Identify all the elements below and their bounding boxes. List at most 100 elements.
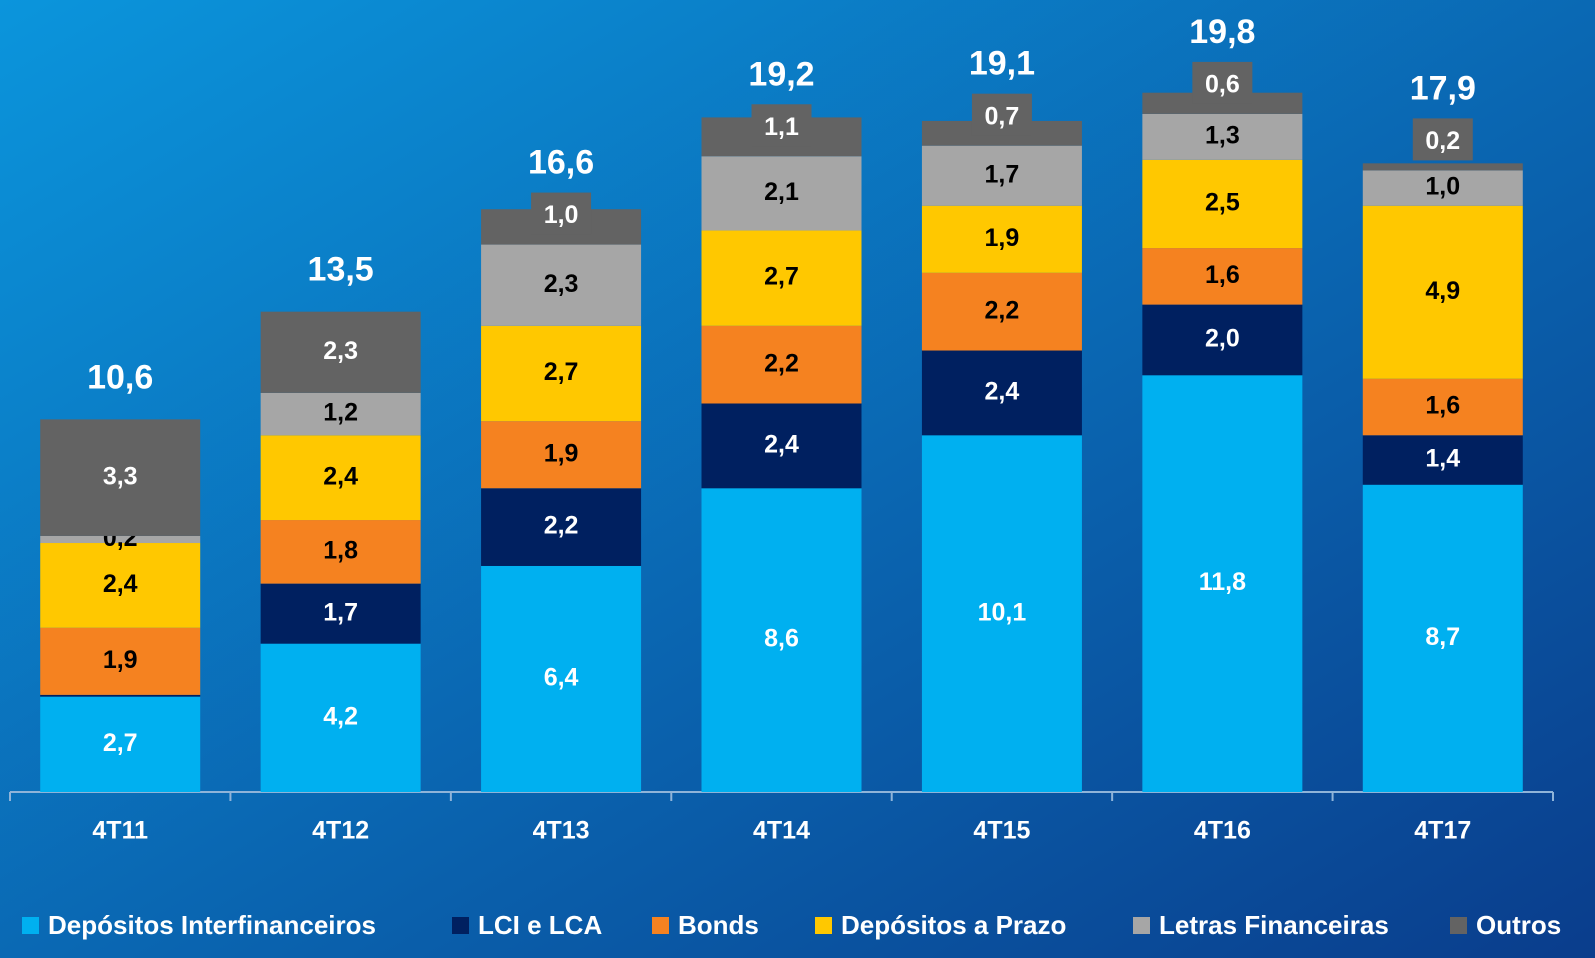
bar-segment [921,205,1082,273]
x-tick-label: 4T13 [533,817,590,845]
bar-segment [481,565,642,792]
bar-segment [1362,170,1523,206]
data-label: 1,1 [764,113,799,141]
legend-swatch [22,917,39,934]
bar-segment [921,350,1082,436]
bar-segment [1142,248,1303,305]
x-tick-label: 4T17 [1414,817,1471,845]
bar-segment [260,643,421,792]
bar-segment [701,325,862,404]
bar-segment [260,311,421,393]
bar-segment [40,535,201,544]
bar-segment [701,488,862,792]
data-label: 1,7 [985,160,1020,188]
legend-label: Depósitos Interfinanceiros [48,910,376,940]
bar-segment [1362,484,1523,792]
bar-segment [1142,159,1303,249]
data-label: 2,4 [985,378,1020,406]
total-label: 19,1 [969,45,1035,83]
bar-segment [701,230,862,326]
data-label: 2,2 [764,349,799,377]
bar-segment [1362,435,1523,485]
bar-segment [481,244,642,326]
label-box [751,104,812,147]
data-label: 1,7 [323,598,358,626]
bar-segment [481,488,642,566]
data-label: 2,4 [103,570,138,598]
data-label: 10,1 [978,598,1027,626]
total-label: 10,6 [87,358,153,396]
data-label: 2,0 [1205,325,1240,353]
data-label: 1,9 [544,439,579,467]
legend-label: LCI e LCA [478,910,602,940]
bar-segment [40,696,201,792]
label-box [1412,118,1473,161]
bar-segment [260,583,421,644]
legend-label: Bonds [678,910,759,940]
bar-segment [40,694,201,697]
bar-segment [1142,375,1303,792]
bar-segment [1142,304,1303,376]
bar-segment [921,435,1082,792]
bar-segment [481,421,642,489]
data-label: 1,6 [1205,261,1240,289]
data-label: 8,7 [1425,623,1460,651]
x-tick-label: 4T11 [92,817,148,845]
legend-swatch [1450,917,1467,934]
data-label: 1,4 [1425,445,1460,473]
bar-segment [40,419,201,536]
data-label: 2,7 [764,263,799,291]
label-box [531,192,592,235]
total-label: 16,6 [528,144,594,182]
data-label: 2,3 [544,270,579,298]
data-label: 2,7 [544,358,579,386]
label-box [1192,61,1253,104]
total-label: 13,5 [308,251,374,289]
x-tick-label: 4T15 [973,817,1030,845]
data-label: 1,2 [323,399,358,427]
data-label: 1,9 [103,646,138,674]
legend-label: Outros [1476,910,1561,940]
legend-swatch [652,917,669,934]
bar-segment [40,543,201,628]
bar-segment [40,627,201,695]
data-label: 2,2 [985,296,1020,324]
data-label: 8,6 [764,625,799,653]
data-label: 2,2 [544,512,579,540]
legend-label: Letras Financeiras [1159,910,1389,940]
bar-segment [701,156,862,231]
legend-swatch [1133,917,1150,934]
legend-swatch [815,917,832,934]
data-label: 0,7 [985,102,1020,130]
x-tick-label: 4T14 [753,817,810,845]
data-label: 2,3 [323,337,358,365]
bar-segment [701,403,862,489]
bar-segment [1362,205,1523,379]
data-label: 4,9 [1425,277,1460,305]
legend-label: Depósitos a Prazo [841,910,1066,940]
data-label: 6,4 [544,664,579,692]
bar-segment [1362,163,1523,171]
data-label: 2,1 [764,178,799,206]
bar-segment [260,435,421,521]
data-label: 3,3 [103,462,138,490]
label-box [971,93,1032,136]
total-label: 19,2 [748,55,814,93]
x-tick-label: 4T12 [312,817,369,845]
data-label: 1,6 [1425,392,1460,420]
bar-segment [260,392,421,436]
data-label: 4,2 [323,702,358,730]
data-label: 2,5 [1205,189,1240,217]
data-label: 2,4 [764,430,799,458]
data-label: 1,8 [323,536,358,564]
data-label: 11,8 [1199,568,1246,596]
bar-segment [1142,113,1303,160]
bar-segment [1362,378,1523,436]
data-label: 1,9 [985,224,1020,252]
data-label: 0,2 [1425,127,1460,155]
bar-segment [260,520,421,584]
legend-swatch [452,917,469,934]
total-label: 19,8 [1189,13,1255,51]
data-label: 2,4 [323,462,358,490]
